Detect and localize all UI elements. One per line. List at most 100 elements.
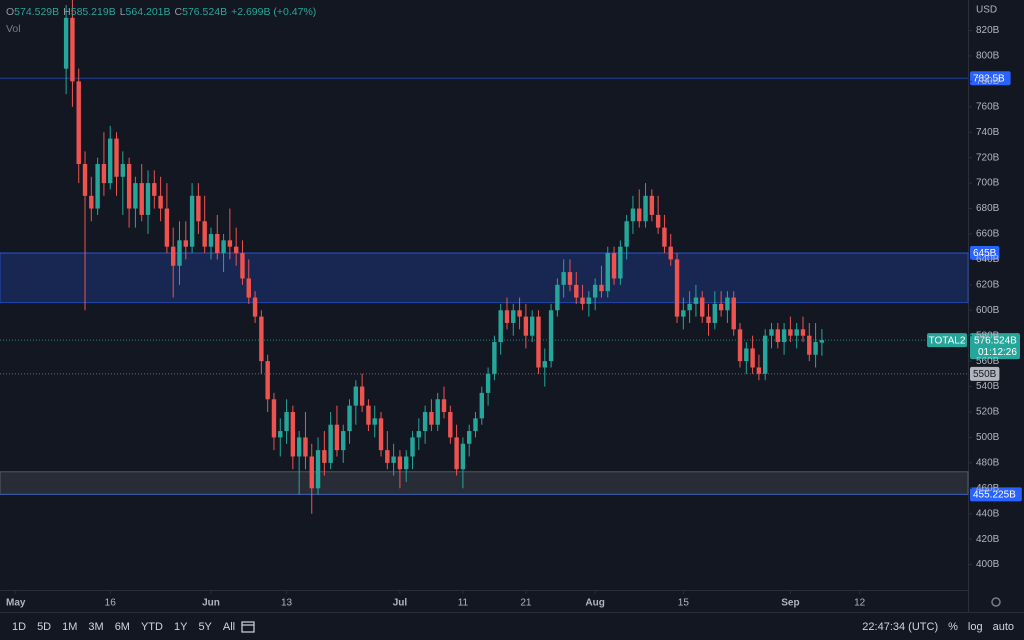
candle-body [328,424,333,463]
candle-body [284,411,289,432]
candle-body [366,405,371,425]
candle-body [296,437,302,457]
x-tick-label: May [6,598,26,609]
candle-body [309,456,314,489]
candle-body [637,208,642,222]
range-button[interactable]: 1Y [173,621,188,633]
y-tick-label: 760B [976,101,1000,112]
y-tick-label: 400B [976,559,1000,570]
candle-body [712,303,718,323]
scale-option[interactable]: log [967,621,983,633]
candle-body [139,183,144,215]
candle-body [101,164,107,184]
candle-body [429,411,434,425]
x-tick-label: 12 [854,598,866,609]
level-tag [970,71,1011,86]
candle-body [807,335,812,355]
range-button[interactable]: 6M [114,621,130,633]
candle-body [422,411,428,432]
range-button[interactable]: 5D [37,621,52,633]
candle-body [265,361,270,400]
range-button[interactable]: YTD [140,621,163,633]
candle-body [108,138,113,184]
range-button[interactable]: 3M [88,621,104,633]
candle-body [70,17,75,82]
candle-body [353,386,359,406]
candle-body [290,411,296,457]
y-tick-label: 520B [976,407,1000,418]
range-button[interactable]: All [222,621,236,633]
candle-body [170,246,176,266]
candle-body [410,437,415,457]
level-tag-label: 550B [973,369,997,380]
y-tick-label: 420B [976,534,1000,545]
candle-body [246,278,251,298]
candle-body [744,348,749,362]
y-tick-label: 740B [976,127,1000,138]
candle-body [114,138,119,177]
y-tick-label: 780B [976,76,1000,87]
x-tick-label: Jul [393,598,408,609]
candle-body [126,164,132,209]
y-tick-label: 440B [976,508,1000,519]
y-tick-label: 720B [976,152,1000,163]
zone [0,252,969,304]
y-tick-label: 540B [976,381,1000,392]
candle-body [529,316,535,336]
candle-body [196,195,201,222]
settings-icon[interactable] [991,597,1001,607]
x-tick-label: Sep [781,598,799,609]
candle-body [372,418,377,425]
candle-body [89,195,94,209]
axis-tags: 782.5B 645B 550B 455.225B TOTAL2 576.524B01:1… [927,71,1022,502]
candle-body [498,310,503,343]
candle-body [523,316,529,336]
candle-body [555,284,560,311]
candle-body [227,240,233,247]
legend-change: +2.699B (+0.47%) [231,6,317,18]
scale-option[interactable]: % [948,621,958,633]
candle-body [668,246,673,260]
candle-body [605,253,610,292]
candle-body [278,431,283,438]
candle-body [259,316,264,362]
candle-body [158,195,163,209]
scale-options: 22:47:34 (UTC)% log auto [852,621,1014,633]
candle-body [750,348,755,368]
candle-body [454,437,459,470]
scale-option[interactable]: auto [992,621,1014,633]
countdown-label: 01:12:26 [978,347,1017,358]
x-tick-label: 21 [520,598,532,609]
candle-body [133,183,138,209]
y-tick-label: 800B [976,51,1000,62]
candle-body [466,431,472,444]
range-button[interactable]: 1M [62,621,78,633]
last-price-tag [970,333,1020,360]
date-range-icon[interactable] [241,620,255,634]
y-tick-label: 640B [976,254,1000,265]
y-tick-label: 600B [976,305,1000,316]
volume-label: Vol [6,23,21,35]
level-tag [970,366,1000,381]
range-button[interactable]: 1D [12,621,27,633]
candle-body [341,431,346,451]
candle-body [378,418,384,451]
y-tick-label: 560B [976,356,1000,367]
legend-key: O [6,6,15,18]
y-tick-label: 500B [976,432,1000,443]
x-tick-label: 13 [281,598,293,609]
candle-body [347,405,352,432]
candle-body [819,340,825,343]
symbol-tag-label: TOTAL2 [929,335,966,346]
legend-key: H [63,6,71,18]
candle-body [687,303,692,311]
clock: 22:47:34 (UTC) [862,621,939,633]
candle-body [775,329,781,343]
candle-body [800,329,806,336]
candle-body [322,450,327,463]
candle-body [706,316,711,323]
range-button[interactable]: 5Y [198,621,212,633]
candle-body [189,195,195,247]
candle-body [359,386,365,406]
